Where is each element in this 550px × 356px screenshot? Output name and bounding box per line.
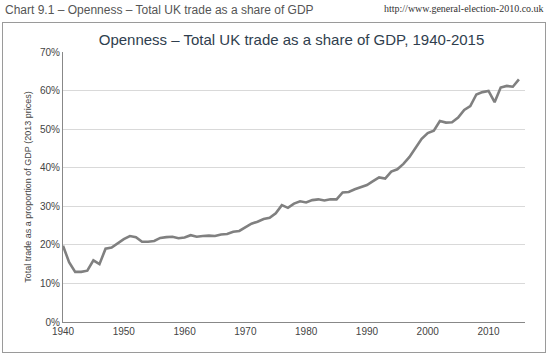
svg-text:Openness – Total UK trade as a: Openness – Total UK trade as a share of … — [99, 31, 485, 48]
svg-text:70%: 70% — [40, 47, 60, 58]
svg-text:1950: 1950 — [113, 326, 136, 337]
svg-text:50%: 50% — [40, 124, 60, 135]
svg-text:http://www.general-election-20: http://www.general-election-2010.co.uk — [384, 3, 544, 14]
svg-text:40%: 40% — [40, 162, 60, 173]
svg-text:1970: 1970 — [234, 326, 257, 337]
svg-text:2010: 2010 — [477, 326, 500, 337]
svg-text:1940: 1940 — [52, 326, 75, 337]
svg-text:Total trade as a proportion of: Total trade as a proportion of GDP (2013… — [23, 91, 33, 282]
svg-text:1990: 1990 — [356, 326, 379, 337]
svg-text:0%: 0% — [46, 317, 61, 328]
svg-text:2000: 2000 — [417, 326, 440, 337]
svg-text:60%: 60% — [40, 85, 60, 96]
svg-text:10%: 10% — [40, 278, 60, 289]
svg-text:1980: 1980 — [295, 326, 318, 337]
svg-text:1960: 1960 — [173, 326, 196, 337]
svg-text:30%: 30% — [40, 201, 60, 212]
svg-text:Chart 9.1 – Openness – Total U: Chart 9.1 – Openness – Total UK trade as… — [5, 3, 314, 17]
svg-text:20%: 20% — [40, 239, 60, 250]
